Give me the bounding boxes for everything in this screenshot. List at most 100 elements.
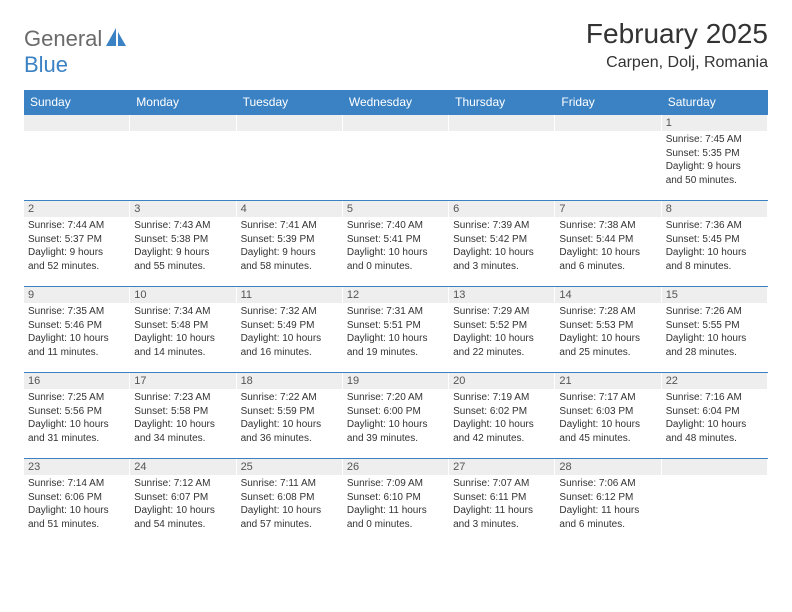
day-number: 7 (555, 201, 661, 217)
day-content: Sunrise: 7:23 AMSunset: 5:58 PMDaylight:… (130, 389, 236, 449)
day-line: Sunset: 6:02 PM (453, 405, 551, 419)
day-number (343, 115, 449, 131)
day-number: 28 (555, 459, 661, 475)
day-line: Daylight: 10 hours (241, 418, 339, 432)
day-content (343, 131, 449, 137)
day-line: Daylight: 10 hours (666, 246, 764, 260)
day-cell (130, 115, 236, 201)
day-cell: 2Sunrise: 7:44 AMSunset: 5:37 PMDaylight… (24, 201, 130, 287)
day-content: Sunrise: 7:39 AMSunset: 5:42 PMDaylight:… (449, 217, 555, 277)
day-line: Sunset: 6:04 PM (666, 405, 764, 419)
day-cell: 24Sunrise: 7:12 AMSunset: 6:07 PMDayligh… (130, 459, 236, 545)
day-line: Daylight: 10 hours (347, 418, 445, 432)
day-line: Sunrise: 7:32 AM (241, 305, 339, 319)
day-line: Daylight: 11 hours (347, 504, 445, 518)
weekday-header: Wednesday (343, 90, 449, 115)
day-content: Sunrise: 7:16 AMSunset: 6:04 PMDaylight:… (662, 389, 768, 449)
day-content (237, 131, 343, 137)
day-cell: 26Sunrise: 7:09 AMSunset: 6:10 PMDayligh… (343, 459, 449, 545)
day-cell (662, 459, 768, 545)
day-line: Daylight: 10 hours (666, 332, 764, 346)
day-line: Daylight: 10 hours (28, 504, 126, 518)
day-number: 26 (343, 459, 449, 475)
day-number: 3 (130, 201, 236, 217)
day-cell (555, 115, 661, 201)
day-cell: 28Sunrise: 7:06 AMSunset: 6:12 PMDayligh… (555, 459, 661, 545)
day-cell: 8Sunrise: 7:36 AMSunset: 5:45 PMDaylight… (662, 201, 768, 287)
day-content: Sunrise: 7:28 AMSunset: 5:53 PMDaylight:… (555, 303, 661, 363)
day-line: Sunset: 6:08 PM (241, 491, 339, 505)
day-line: Sunrise: 7:31 AM (347, 305, 445, 319)
day-line: Sunset: 6:00 PM (347, 405, 445, 419)
calendar-table: Sunday Monday Tuesday Wednesday Thursday… (24, 90, 768, 545)
day-content (130, 131, 236, 137)
day-content: Sunrise: 7:06 AMSunset: 6:12 PMDaylight:… (555, 475, 661, 535)
day-line: Sunrise: 7:43 AM (134, 219, 232, 233)
day-line: Daylight: 10 hours (453, 332, 551, 346)
day-line: Sunset: 5:37 PM (28, 233, 126, 247)
day-line: Sunset: 5:58 PM (134, 405, 232, 419)
day-number: 9 (24, 287, 130, 303)
day-line: Sunrise: 7:38 AM (559, 219, 657, 233)
day-line: and 0 minutes. (347, 518, 445, 532)
brand-logo: General Blue (24, 26, 126, 78)
day-line: Daylight: 10 hours (347, 332, 445, 346)
day-line: Sunrise: 7:20 AM (347, 391, 445, 405)
day-cell (237, 115, 343, 201)
day-line: and 39 minutes. (347, 432, 445, 446)
day-line: and 55 minutes. (134, 260, 232, 274)
day-line: Sunset: 5:59 PM (241, 405, 339, 419)
day-line: Sunset: 6:12 PM (559, 491, 657, 505)
day-cell: 21Sunrise: 7:17 AMSunset: 6:03 PMDayligh… (555, 373, 661, 459)
day-line: Sunrise: 7:06 AM (559, 477, 657, 491)
month-title: February 2025 (586, 18, 768, 50)
day-line: and 6 minutes. (559, 260, 657, 274)
day-cell: 6Sunrise: 7:39 AMSunset: 5:42 PMDaylight… (449, 201, 555, 287)
day-line: Sunset: 6:03 PM (559, 405, 657, 419)
day-number: 1 (662, 115, 768, 131)
day-line: Daylight: 10 hours (559, 246, 657, 260)
day-line: and 42 minutes. (453, 432, 551, 446)
day-content: Sunrise: 7:38 AMSunset: 5:44 PMDaylight:… (555, 217, 661, 277)
day-number: 10 (130, 287, 236, 303)
day-line: and 8 minutes. (666, 260, 764, 274)
weekday-header: Monday (130, 90, 236, 115)
day-number: 20 (449, 373, 555, 389)
day-content: Sunrise: 7:43 AMSunset: 5:38 PMDaylight:… (130, 217, 236, 277)
day-line: Sunset: 5:41 PM (347, 233, 445, 247)
day-line: and 19 minutes. (347, 346, 445, 360)
day-content: Sunrise: 7:12 AMSunset: 6:07 PMDaylight:… (130, 475, 236, 535)
day-line: Daylight: 9 hours (241, 246, 339, 260)
day-number (24, 115, 130, 131)
day-line: and 36 minutes. (241, 432, 339, 446)
day-line: Daylight: 10 hours (559, 418, 657, 432)
day-line: Sunset: 5:53 PM (559, 319, 657, 333)
day-line: Daylight: 10 hours (134, 332, 232, 346)
logo-text-general: General (24, 26, 102, 51)
day-number: 12 (343, 287, 449, 303)
day-line: Daylight: 10 hours (241, 504, 339, 518)
day-line: Sunset: 5:51 PM (347, 319, 445, 333)
day-line: and 14 minutes. (134, 346, 232, 360)
day-line: Sunrise: 7:35 AM (28, 305, 126, 319)
day-number: 19 (343, 373, 449, 389)
day-number: 5 (343, 201, 449, 217)
day-content (555, 131, 661, 137)
day-number: 24 (130, 459, 236, 475)
day-number (662, 459, 768, 475)
day-cell (343, 115, 449, 201)
day-line: Sunset: 6:10 PM (347, 491, 445, 505)
day-line: Daylight: 10 hours (347, 246, 445, 260)
day-cell: 10Sunrise: 7:34 AMSunset: 5:48 PMDayligh… (130, 287, 236, 373)
day-cell: 12 Sunrise: 7:31 AMSunset: 5:51 PMDayligh… (343, 287, 449, 373)
sail-icon (106, 28, 126, 46)
header: General Blue February 2025 Carpen, Dolj,… (24, 18, 768, 78)
day-cell: 4Sunrise: 7:41 AMSunset: 5:39 PMDaylight… (237, 201, 343, 287)
day-cell: 15Sunrise: 7:26 AMSunset: 5:55 PMDayligh… (662, 287, 768, 373)
day-cell: 22Sunrise: 7:16 AMSunset: 6:04 PMDayligh… (662, 373, 768, 459)
day-line: and 3 minutes. (453, 260, 551, 274)
day-content (449, 131, 555, 137)
location-label: Carpen, Dolj, Romania (586, 54, 768, 72)
day-cell: 9Sunrise: 7:35 AMSunset: 5:46 PMDaylight… (24, 287, 130, 373)
day-number: 6 (449, 201, 555, 217)
